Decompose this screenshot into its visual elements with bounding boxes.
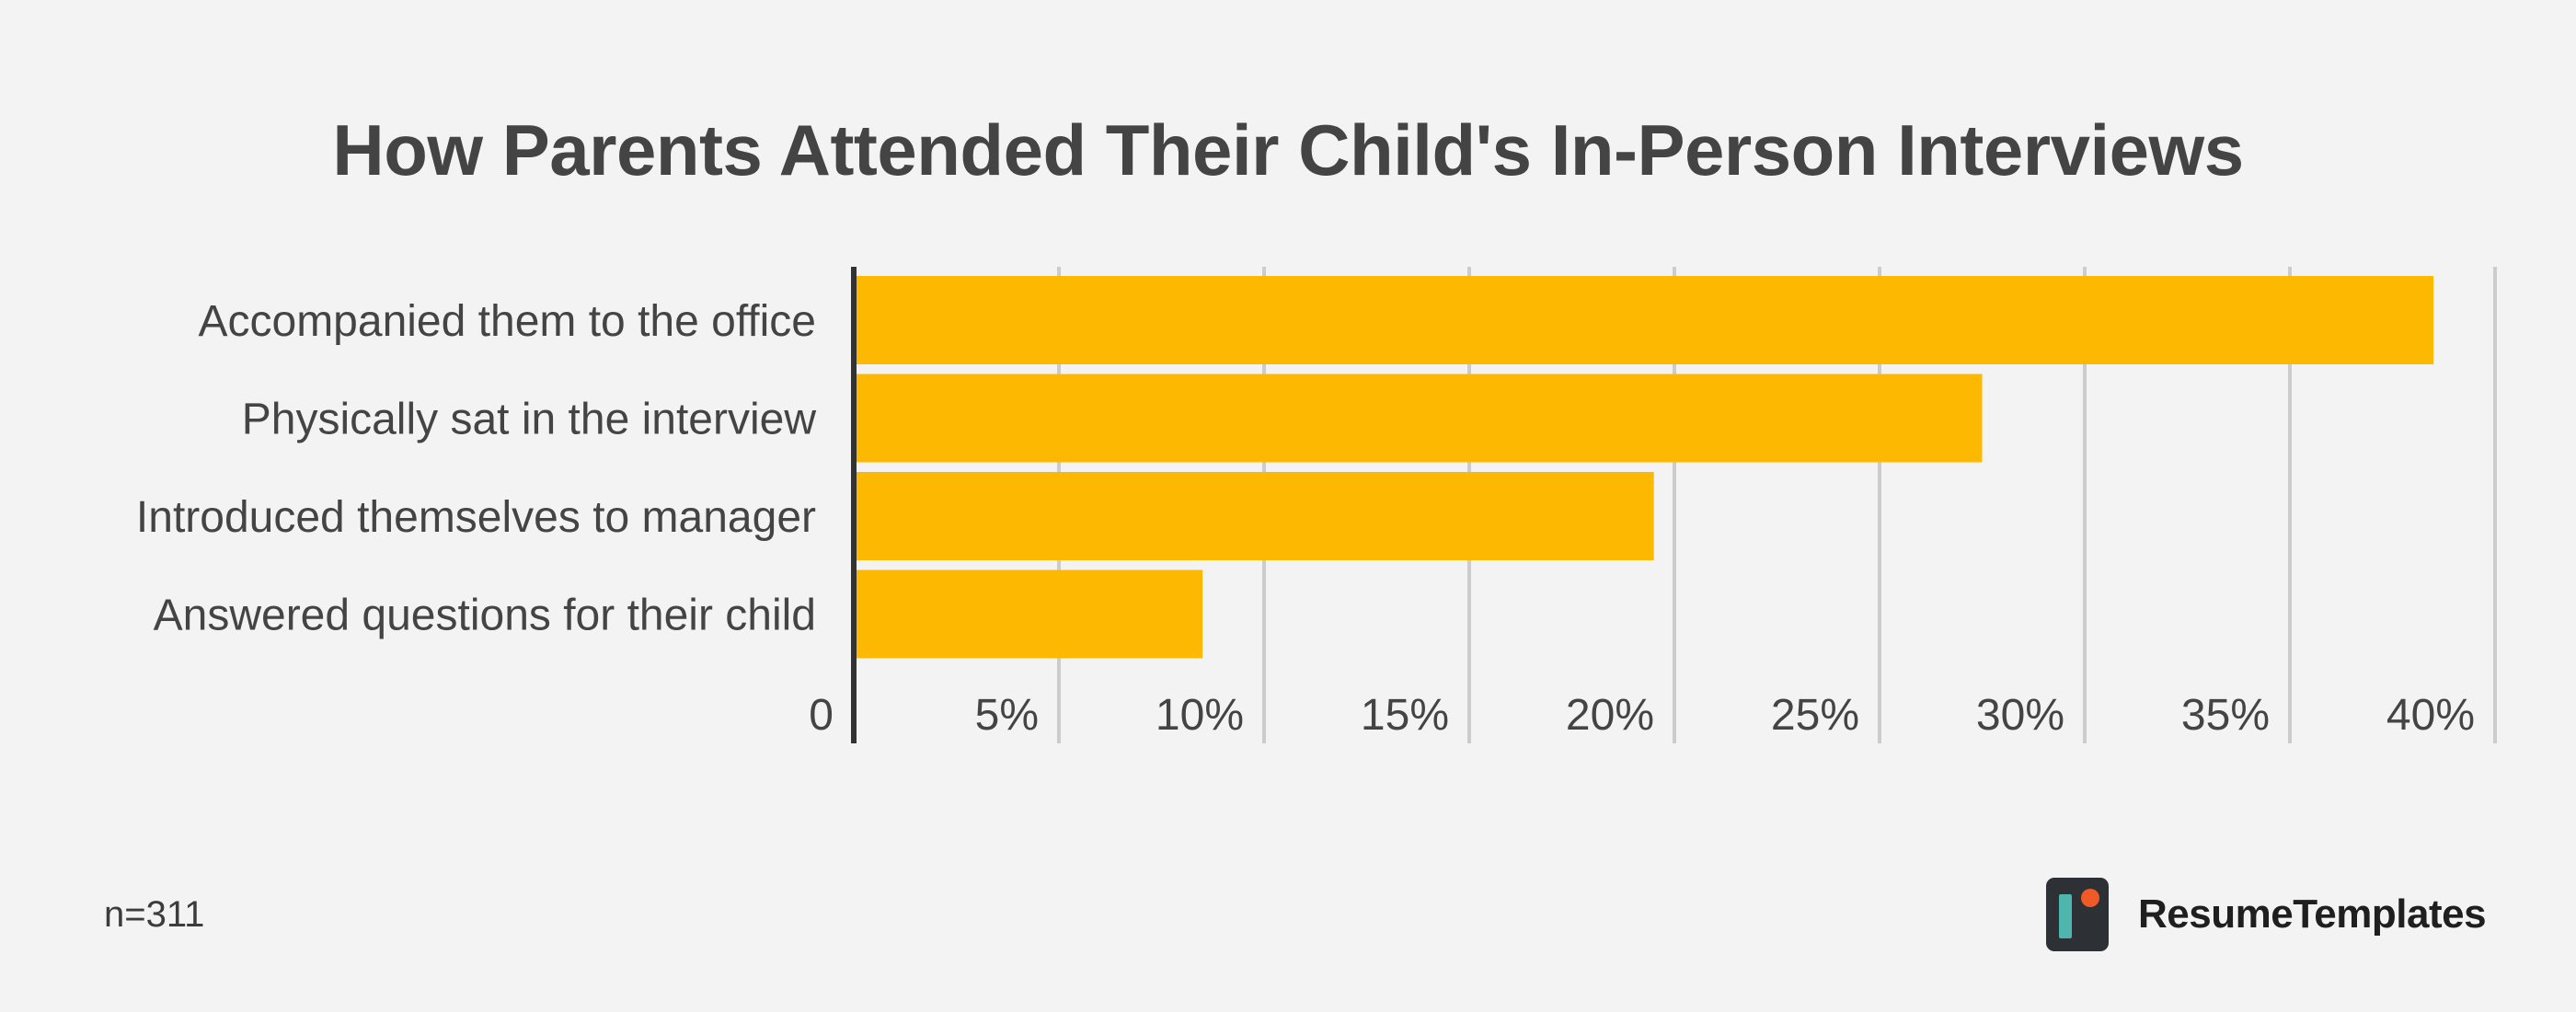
category-label-2: Introduced themselves to manager: [136, 493, 816, 542]
x-tick-label-6: 30%: [1976, 691, 2064, 740]
bar-0: [854, 276, 2434, 364]
resumetemplates-logo-icon: [2046, 878, 2109, 951]
category-label-1: Physically sat in the interview: [242, 396, 817, 444]
bar-layer: [854, 276, 2434, 659]
x-tick-label-5: 25%: [1771, 691, 1859, 740]
x-tick-label-2: 10%: [1156, 691, 1244, 740]
chart-title: How Parents Attended Their Child's In-Pe…: [332, 109, 2244, 190]
label-layer: Accompanied them to the office Physically…: [136, 297, 2475, 740]
x-tick-label-4: 20%: [1566, 691, 1654, 740]
x-tick-label-1: 5%: [975, 691, 1039, 740]
bar-1: [854, 374, 1983, 463]
category-label-3: Answered questions for their child: [154, 592, 816, 640]
sample-size-note: n=311: [104, 894, 205, 935]
brand: ResumeTemplates: [2046, 878, 2487, 951]
bar-3: [854, 569, 1203, 659]
category-label-0: Accompanied them to the office: [198, 297, 816, 346]
bar-2: [854, 472, 1654, 560]
brand-name: ResumeTemplates: [2138, 891, 2487, 937]
x-tick-label-3: 15%: [1361, 691, 1449, 740]
x-tick-label-7: 35%: [2181, 691, 2270, 740]
x-tick-label-8: 40%: [2386, 691, 2475, 740]
x-tick-label-0: 0: [809, 691, 834, 740]
